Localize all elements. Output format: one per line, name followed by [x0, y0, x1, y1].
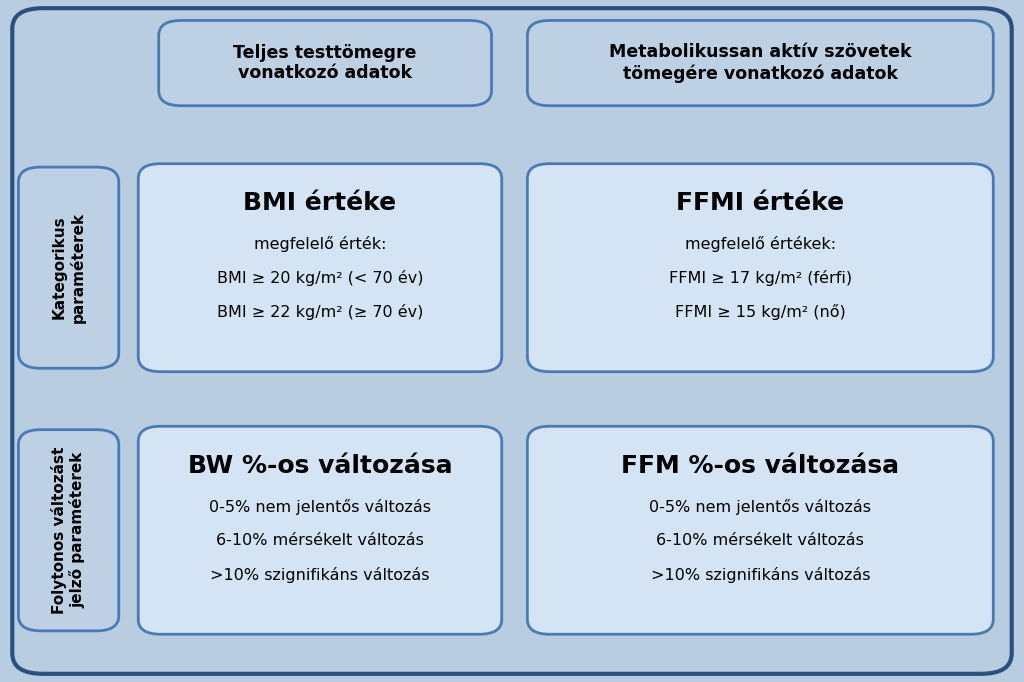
Text: BMI ≥ 20 kg/m² (< 70 év): BMI ≥ 20 kg/m² (< 70 év) [217, 270, 423, 286]
Text: Folytonos változást
jelző paraméterek: Folytonos változást jelző paraméterek [51, 447, 86, 614]
Text: Teljes testtömegre
vonatkozó adatok: Teljes testtömegre vonatkozó adatok [233, 44, 417, 83]
FancyBboxPatch shape [527, 426, 993, 634]
FancyBboxPatch shape [12, 8, 1012, 674]
Text: Kategorikus
paraméterek: Kategorikus paraméterek [52, 212, 85, 323]
Text: >10% szignifikáns változás: >10% szignifikáns változás [210, 567, 430, 583]
Text: FFMI ≥ 17 kg/m² (férfi): FFMI ≥ 17 kg/m² (férfi) [669, 270, 852, 286]
Text: 6-10% mérsékelt változás: 6-10% mérsékelt változás [216, 533, 424, 548]
Text: BMI értéke: BMI értéke [244, 191, 396, 216]
FancyBboxPatch shape [138, 426, 502, 634]
FancyBboxPatch shape [159, 20, 492, 106]
Text: 6-10% mérsékelt változás: 6-10% mérsékelt változás [656, 533, 864, 548]
FancyBboxPatch shape [18, 430, 119, 631]
Text: megfelelő értékek:: megfelelő értékek: [685, 236, 836, 252]
Text: FFM %-os változása: FFM %-os változása [622, 454, 899, 478]
FancyBboxPatch shape [527, 164, 993, 372]
Text: FFMI értéke: FFMI értéke [676, 191, 845, 216]
Text: 0-5% nem jelentős változás: 0-5% nem jelentős változás [209, 499, 431, 515]
Text: BW %-os változása: BW %-os változása [187, 454, 453, 478]
Text: BMI ≥ 22 kg/m² (≥ 70 év): BMI ≥ 22 kg/m² (≥ 70 év) [217, 304, 423, 321]
Text: megfelelő érték:: megfelelő érték: [254, 236, 386, 252]
Text: 0-5% nem jelentős változás: 0-5% nem jelentős változás [649, 499, 871, 515]
Text: >10% szignifikáns változás: >10% szignifikáns változás [650, 567, 870, 583]
FancyBboxPatch shape [527, 20, 993, 106]
Text: Metabolikussan aktív szövetek
tömegére vonatkozó adatok: Metabolikussan aktív szövetek tömegére v… [609, 44, 911, 83]
FancyBboxPatch shape [18, 167, 119, 368]
Text: FFMI ≥ 15 kg/m² (nő): FFMI ≥ 15 kg/m² (nő) [675, 304, 846, 321]
FancyBboxPatch shape [138, 164, 502, 372]
